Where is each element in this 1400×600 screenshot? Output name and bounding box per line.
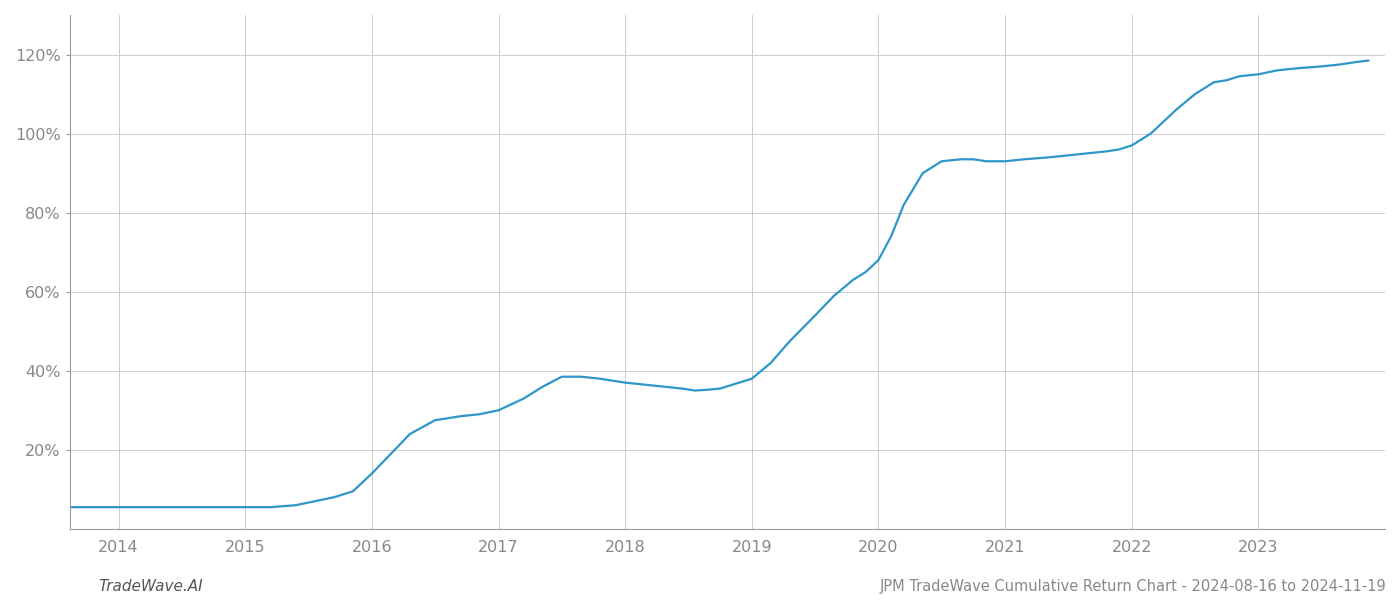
Text: TradeWave.AI: TradeWave.AI: [98, 579, 203, 594]
Text: JPM TradeWave Cumulative Return Chart - 2024-08-16 to 2024-11-19: JPM TradeWave Cumulative Return Chart - …: [879, 579, 1386, 594]
